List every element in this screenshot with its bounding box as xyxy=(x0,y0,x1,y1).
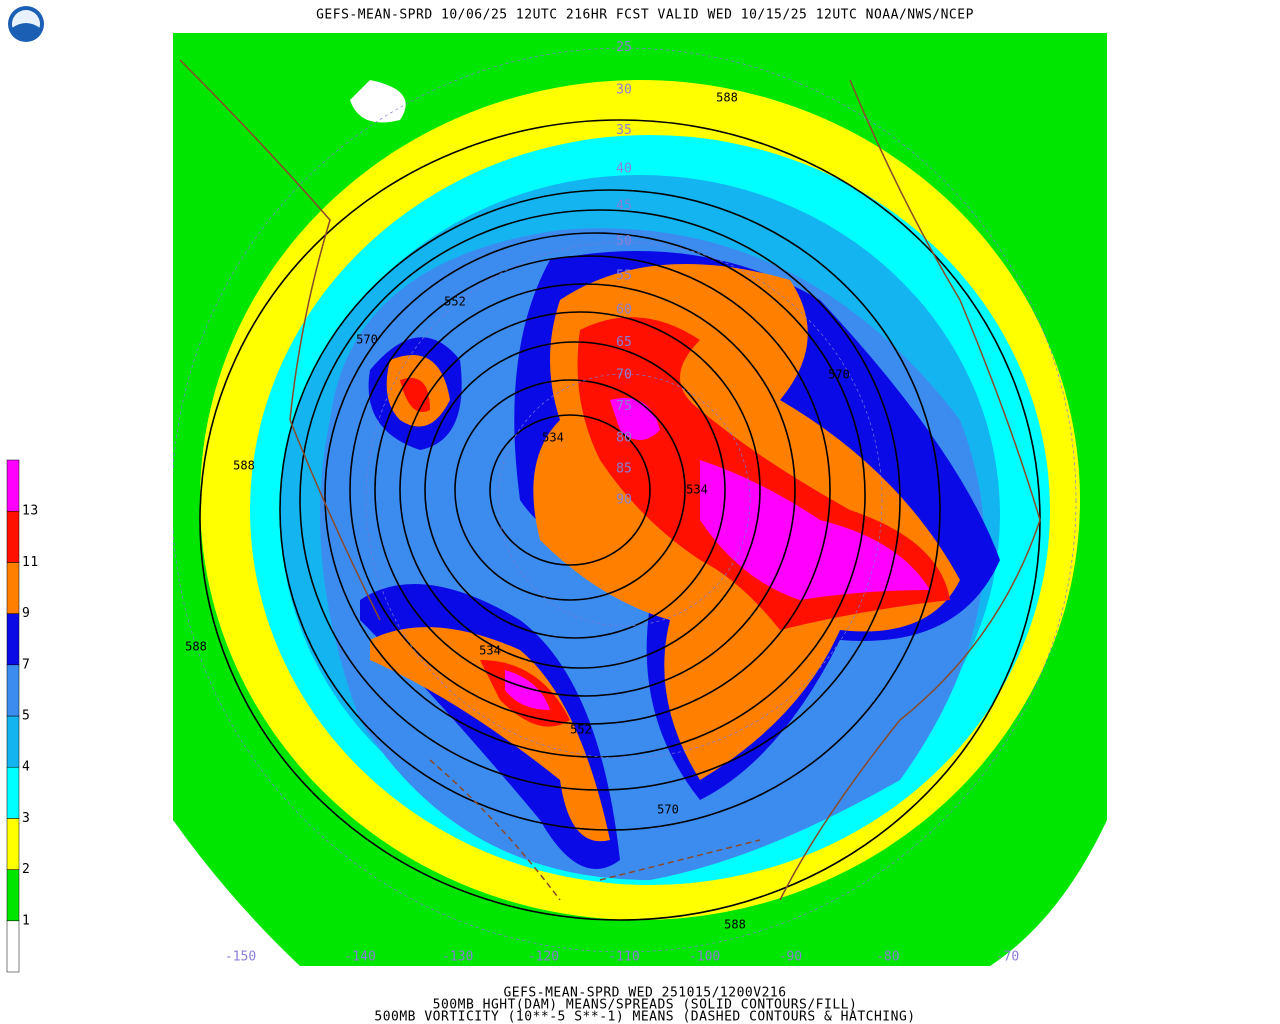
colorbar-segment xyxy=(6,510,20,563)
latitude-label: 60 xyxy=(616,302,632,317)
colorbar-segment xyxy=(6,613,20,666)
latitude-label: 90 xyxy=(616,493,632,508)
colorbar-label: 2 xyxy=(22,862,30,877)
contour-label: 552 xyxy=(570,723,592,737)
colorbar-label: 1 xyxy=(22,913,30,928)
colorbar: 1 2 3 4 5 7 9 11 13 xyxy=(6,459,39,973)
colorbar-label: 13 xyxy=(22,504,39,519)
colorbar-label: 7 xyxy=(22,657,30,672)
latitude-label: 35 xyxy=(616,123,632,138)
latitude-label: 65 xyxy=(616,335,632,350)
latitude-label: 55 xyxy=(616,269,632,284)
colorbar-segment xyxy=(6,766,20,819)
longitude-label: -100 xyxy=(689,950,720,965)
contour-label: 588 xyxy=(716,91,738,105)
colorbar-segment xyxy=(6,869,20,922)
noaa-logo xyxy=(8,6,44,42)
contour-label: 588 xyxy=(724,918,746,932)
longitude-label: -70 xyxy=(996,950,1019,965)
colorbar-segment xyxy=(6,459,20,512)
colorbar-label: 11 xyxy=(22,555,39,570)
colorbar-segment xyxy=(6,715,20,768)
latitude-label: 75 xyxy=(616,399,632,414)
contour-label: 534 xyxy=(479,644,501,658)
contour-label: 570 xyxy=(828,368,850,382)
longitude-label: -90 xyxy=(779,950,802,965)
contour-label: 552 xyxy=(444,295,466,309)
contour-label: 570 xyxy=(356,333,378,347)
longitude-label: -80 xyxy=(876,950,899,965)
latitude-label: 45 xyxy=(616,198,632,213)
longitude-label: -130 xyxy=(442,950,473,965)
latitude-label: 40 xyxy=(616,161,632,176)
longitude-label: -120 xyxy=(528,950,559,965)
colorbar-segment xyxy=(6,920,20,973)
longitude-label: -140 xyxy=(344,950,375,965)
contour-label: 534 xyxy=(542,431,564,445)
colorbar-segment xyxy=(6,562,20,614)
longitude-label: -150 xyxy=(225,950,256,965)
contour-label: 570 xyxy=(657,803,679,817)
colorbar-label: 5 xyxy=(22,709,30,724)
footer-line: GEFS-MEAN-SPRD WED 251015/1200V216 xyxy=(503,986,786,1001)
latitude-label: 85 xyxy=(616,462,632,477)
colorbar-label: 3 xyxy=(22,811,30,826)
colorbar-label: 9 xyxy=(22,606,30,621)
longitude-label: -110 xyxy=(608,950,639,965)
title: GEFS-MEAN-SPRD 10/06/25 12UTC 216HR FCST… xyxy=(316,8,974,23)
latitude-label: 80 xyxy=(616,430,632,445)
footer-line: 500MB VORTICITY (10**-5 S**-1) MEANS (DA… xyxy=(374,1010,915,1024)
latitude-label: 70 xyxy=(616,367,632,382)
colorbar-label: 4 xyxy=(22,760,30,775)
footer-line: 500MB HGHT(DAM) MEANS/SPREADS (SOLID CON… xyxy=(433,998,858,1013)
contour-label: 588 xyxy=(185,640,207,654)
latitude-label: 25 xyxy=(616,40,632,55)
colorbar-segment xyxy=(6,664,20,717)
latitude-label: 50 xyxy=(616,234,632,249)
colorbar-segment xyxy=(6,818,20,870)
map: 25 30 35 40 45 50 55 60 65 70 75 80 85 90 588 588 588 588… xyxy=(173,33,1107,966)
contour-label: 534 xyxy=(686,483,708,497)
contour-label: 588 xyxy=(233,459,255,473)
latitude-label: 30 xyxy=(616,83,632,98)
